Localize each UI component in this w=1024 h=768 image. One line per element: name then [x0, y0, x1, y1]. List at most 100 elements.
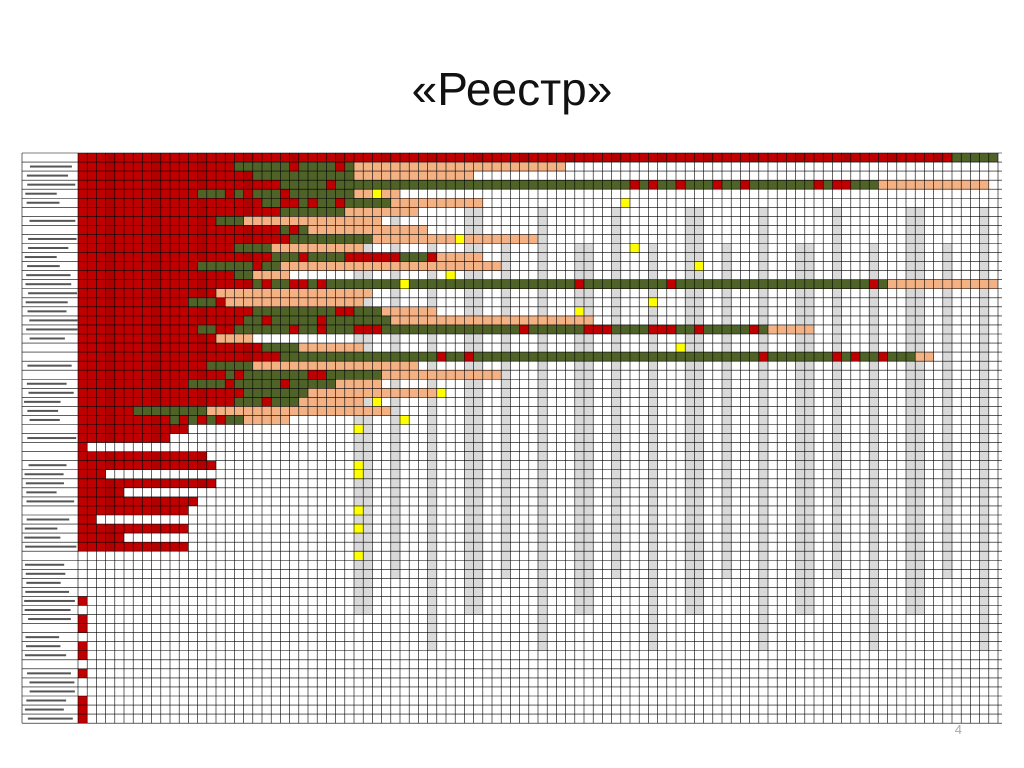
green-cell — [234, 370, 244, 380]
green-cell — [786, 279, 796, 289]
green-cell — [234, 379, 244, 389]
red-cell — [188, 270, 198, 280]
green-cell — [354, 315, 364, 325]
red-cell — [170, 334, 180, 344]
green-cell — [225, 216, 235, 226]
red-cell — [124, 243, 134, 253]
red-cell — [105, 306, 115, 316]
orange-cell — [409, 234, 419, 244]
red-cell — [124, 180, 134, 190]
orange-cell — [381, 361, 391, 371]
red-cell — [114, 261, 124, 271]
green-cell — [289, 397, 299, 407]
green-cell — [298, 315, 308, 325]
green-cell — [289, 306, 299, 316]
red-cell — [225, 153, 235, 163]
green-cell — [326, 207, 336, 217]
green-cell — [326, 324, 336, 334]
red-cell — [87, 288, 97, 298]
orange-cell — [400, 306, 410, 316]
red-cell — [160, 505, 170, 515]
orange-cell — [308, 343, 318, 353]
green-cell — [418, 252, 428, 262]
red-cell — [105, 153, 115, 163]
red-cell — [160, 189, 170, 199]
orange-cell — [777, 324, 787, 334]
green-cell — [584, 279, 594, 289]
orange-cell — [970, 279, 980, 289]
green-cell — [850, 180, 860, 190]
green-cell — [289, 234, 299, 244]
green-cell — [749, 180, 759, 190]
green-cell — [216, 324, 226, 334]
red-cell — [179, 306, 189, 316]
green-cell — [666, 279, 676, 289]
red-cell — [133, 478, 143, 488]
green-cell — [804, 352, 814, 362]
red-cell — [133, 306, 143, 316]
red-cell — [114, 297, 124, 307]
red-cell — [179, 243, 189, 253]
green-cell — [795, 352, 805, 362]
orange-cell — [271, 243, 281, 253]
row-label-text — [25, 572, 66, 575]
red-cell — [78, 243, 88, 253]
green-cell — [657, 279, 667, 289]
row-label-text — [29, 690, 75, 693]
red-cell — [262, 252, 272, 262]
green-cell — [363, 324, 373, 334]
orange-cell — [436, 252, 446, 262]
green-cell — [731, 352, 741, 362]
red-cell — [216, 234, 226, 244]
red-cell — [197, 451, 207, 461]
red-cell — [87, 315, 97, 325]
red-cell — [133, 542, 143, 552]
green-cell — [510, 324, 520, 334]
orange-cell — [492, 234, 502, 244]
red-cell — [133, 324, 143, 334]
red-cell — [896, 153, 906, 163]
row-label-text — [28, 464, 67, 467]
orange-cell — [354, 261, 364, 271]
red-cell — [142, 379, 152, 389]
red-cell — [151, 505, 161, 515]
red-cell — [124, 315, 134, 325]
red-cell — [170, 324, 180, 334]
red-cell — [179, 324, 189, 334]
red-cell — [114, 153, 124, 163]
orange-cell — [363, 379, 373, 389]
orange-cell — [482, 234, 492, 244]
green-cell — [326, 370, 336, 380]
red-cell — [96, 397, 106, 407]
red-cell — [243, 171, 253, 181]
orange-cell — [436, 370, 446, 380]
orange-cell — [308, 388, 318, 398]
red-cell — [694, 153, 704, 163]
red-cell — [206, 288, 216, 298]
green-cell — [372, 306, 382, 316]
red-cell — [243, 153, 253, 163]
red-cell — [170, 352, 180, 362]
red-cell — [188, 370, 198, 380]
green-cell — [206, 297, 216, 307]
red-cell — [170, 207, 180, 217]
red-cell — [381, 153, 391, 163]
red-cell — [225, 306, 235, 316]
red-cell — [105, 370, 115, 380]
orange-cell — [271, 415, 281, 425]
red-cell — [151, 234, 161, 244]
red-cell — [160, 315, 170, 325]
red-cell — [96, 334, 106, 344]
red-cell — [114, 189, 124, 199]
red-cell — [87, 297, 97, 307]
red-cell — [160, 496, 170, 506]
yellow-cell — [676, 343, 686, 353]
orange-cell — [354, 397, 364, 407]
red-cell — [197, 478, 207, 488]
red-cell — [151, 297, 161, 307]
red-cell — [78, 252, 88, 262]
orange-cell — [418, 370, 428, 380]
red-cell — [78, 460, 88, 470]
orange-cell — [298, 361, 308, 371]
red-cell — [87, 460, 97, 470]
